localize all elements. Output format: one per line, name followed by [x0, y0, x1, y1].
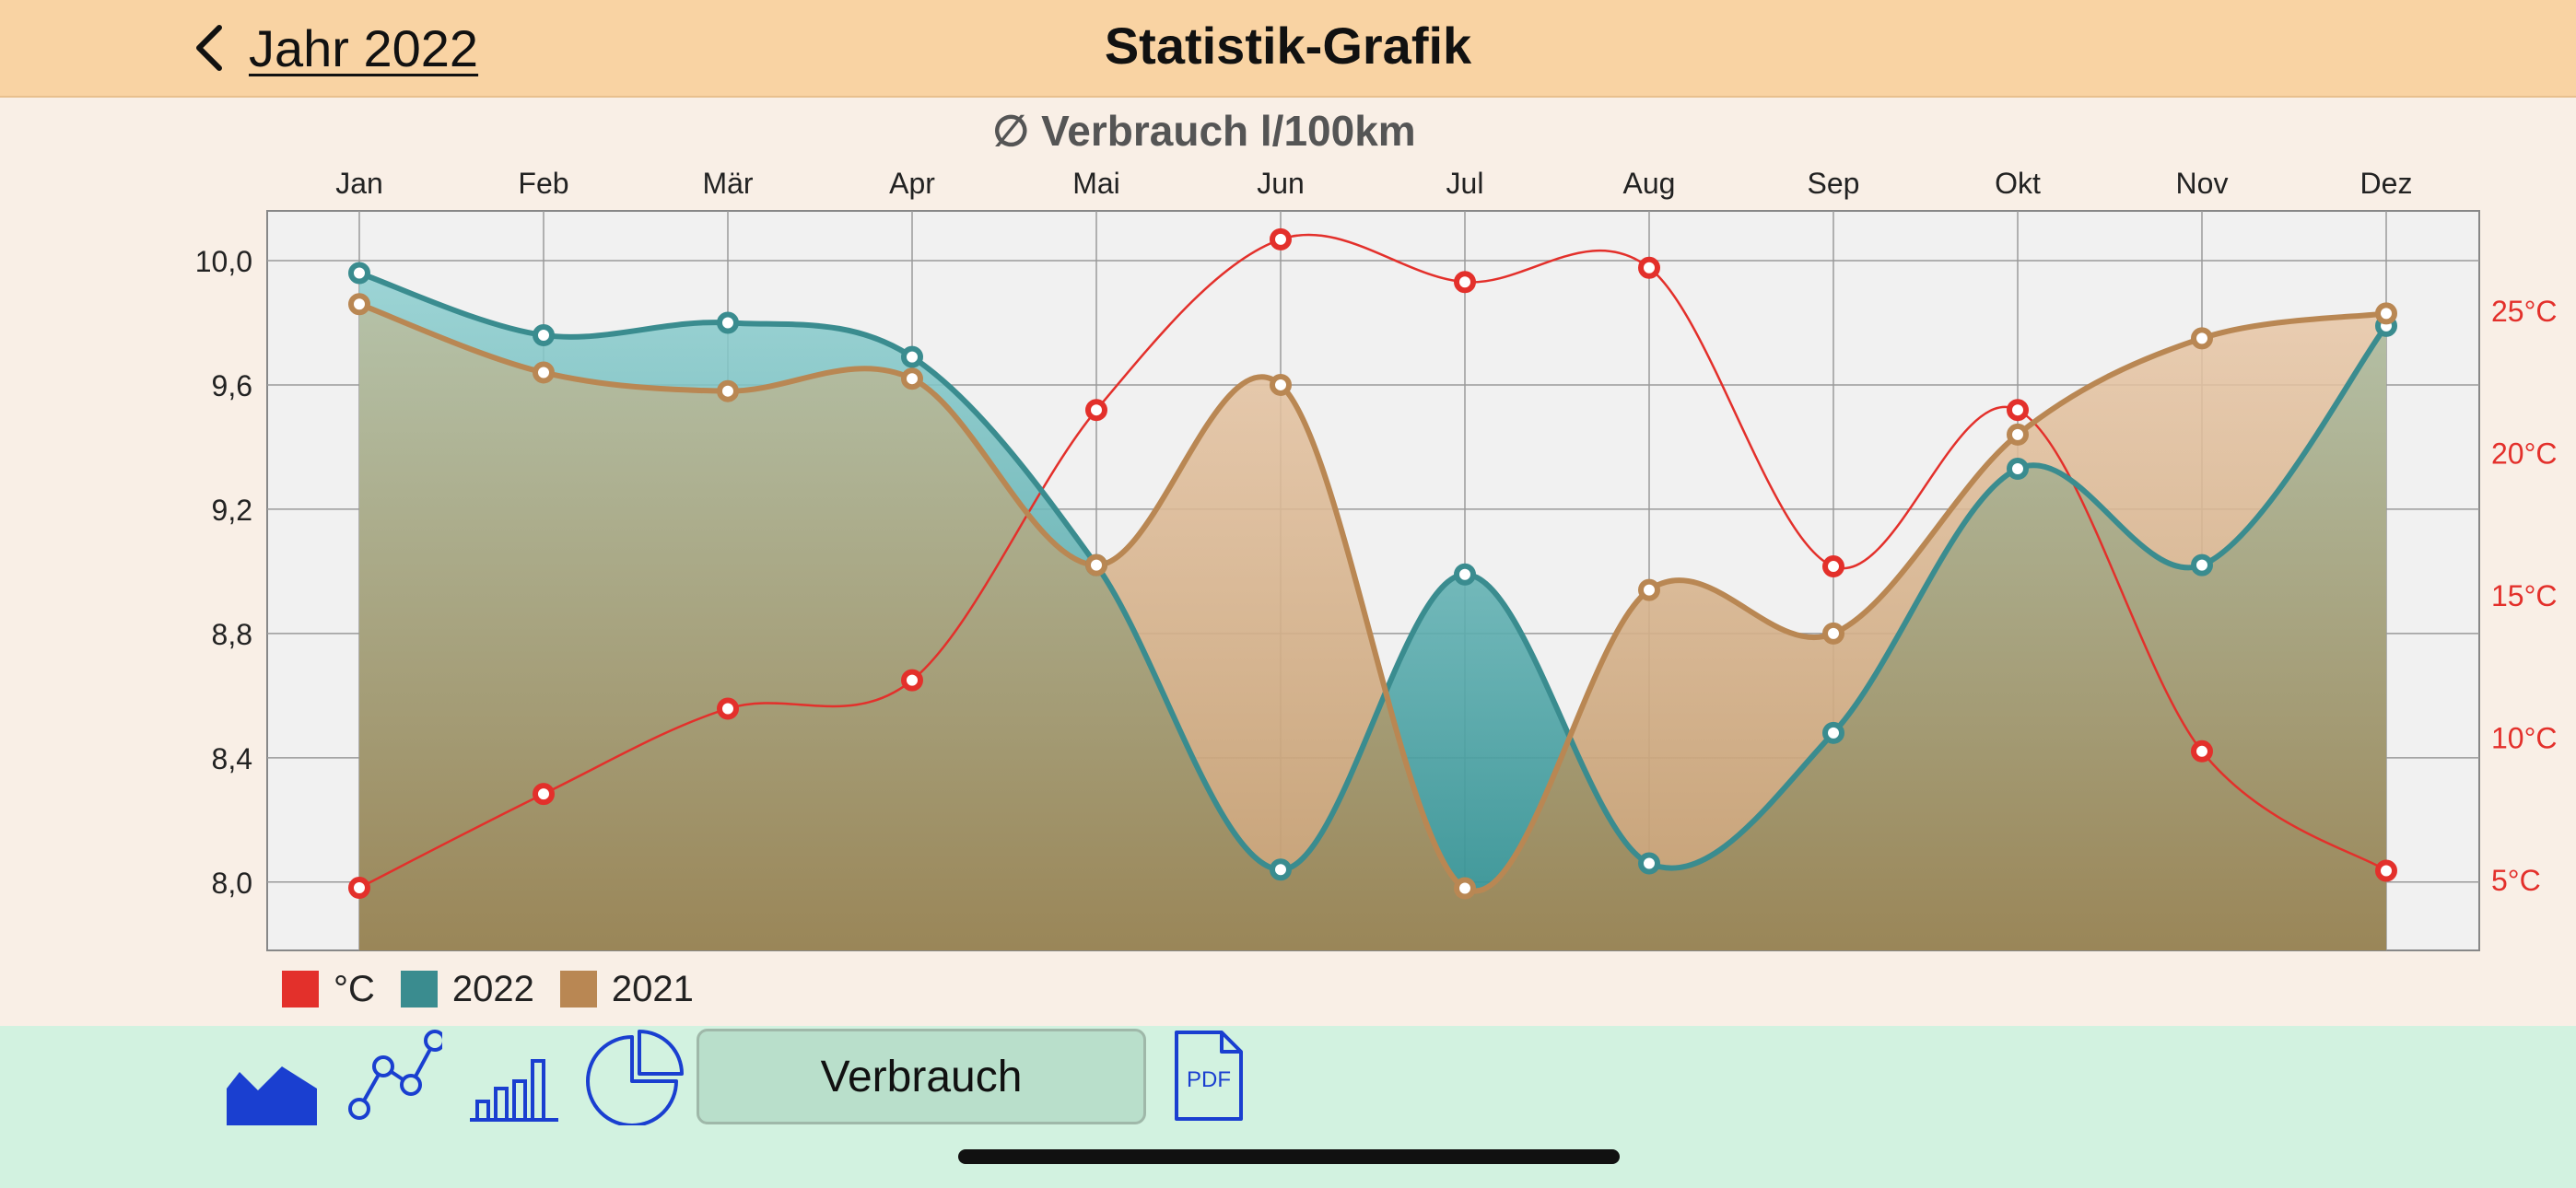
- chart-title: ∅ Verbrauch l/100km: [992, 107, 1415, 155]
- legend-item-2021: 2021: [559, 968, 694, 1010]
- x-tick-label: Jan: [335, 167, 383, 200]
- navigation-bar: Statistik-Grafik Jahr 2022: [0, 0, 2576, 98]
- y-tick-label: 9,2: [212, 494, 252, 527]
- legend-swatch-temperature: [282, 971, 319, 1007]
- data-point-2022: [1454, 563, 1476, 586]
- data-point-2022: [901, 345, 923, 368]
- legend-label-2022: 2022: [451, 968, 534, 1009]
- y2-tick-label: 15°C: [2491, 579, 2558, 612]
- data-point-2022: [348, 262, 370, 285]
- chart-legend: °C 2022 2021: [282, 965, 701, 1013]
- data-point-2021: [1270, 373, 1292, 396]
- series-line-temperature: [358, 233, 2387, 890]
- pdf-icon-label: PDF: [1187, 1067, 1231, 1092]
- pie-chart-icon[interactable]: [586, 1030, 684, 1125]
- y-tick-label: 8,0: [212, 867, 252, 900]
- x-tick-label: Apr: [889, 167, 935, 200]
- home-indicator: [958, 1149, 1620, 1164]
- data-point-temperature: [2375, 859, 2397, 882]
- data-point-temperature: [2007, 399, 2029, 422]
- x-tick-label: Mai: [1072, 167, 1120, 200]
- x-tick-label: Sep: [1808, 167, 1860, 200]
- data-point-2021: [901, 367, 923, 390]
- legend-swatch-2021: [559, 971, 597, 1007]
- y2-tick-label: 25°C: [2491, 295, 2558, 328]
- consumption-chart: ∅ Verbrauch l/100km Jan Feb Mär Apr Mai Jun Ju…: [195, 107, 2558, 951]
- data-point-temperature: [1454, 271, 1476, 294]
- data-point-temperature: [1822, 555, 1844, 578]
- data-point-2022: [533, 323, 555, 346]
- bar-chart-icon[interactable]: [468, 1054, 560, 1122]
- data-point-2021: [1822, 622, 1844, 645]
- x-tick-label: Okt: [1995, 167, 2041, 200]
- y2-tick-label: 20°C: [2491, 437, 2558, 471]
- data-point-2021: [2191, 327, 2213, 350]
- data-point-temperature: [1638, 256, 1660, 279]
- data-point-2021: [1638, 578, 1660, 601]
- x-tick-label: Dez: [2360, 167, 2413, 200]
- data-point-2021: [2007, 423, 2029, 446]
- data-point-2021: [348, 293, 370, 316]
- legend-label-temperature: °C: [334, 968, 375, 1009]
- y-tick-label: 10,0: [195, 245, 252, 278]
- data-point-2021: [1085, 553, 1107, 577]
- data-point-temperature: [901, 669, 923, 692]
- legend-item-temperature: °C: [282, 969, 375, 1010]
- x-tick-label: Mär: [702, 167, 753, 200]
- legend-item-2022: 2022: [400, 968, 534, 1010]
- data-point-temperature: [717, 697, 739, 720]
- data-point-2022: [717, 311, 739, 334]
- data-point-temperature: [2191, 740, 2213, 763]
- legend-label-2021: 2021: [611, 968, 694, 1009]
- pdf-icon[interactable]: PDF: [1174, 1030, 1244, 1122]
- data-point-2021: [1454, 877, 1476, 900]
- x-tick-label: Aug: [1623, 167, 1676, 200]
- data-point-temperature: [1085, 399, 1107, 422]
- series-line-2022: [358, 270, 2389, 873]
- y-tick-label: 8,4: [212, 742, 252, 775]
- back-button[interactable]: Jahr 2022: [193, 9, 478, 87]
- x-tick-label: Jun: [1257, 167, 1305, 200]
- data-point-2022: [1822, 721, 1844, 744]
- data-point-2022: [2191, 553, 2213, 577]
- area-overlap: [359, 304, 2386, 950]
- data-point-2021: [2375, 302, 2397, 325]
- verbrauch-button[interactable]: Verbrauch: [697, 1029, 1146, 1124]
- data-point-2022: [2007, 458, 2029, 481]
- back-button-label: Jahr 2022: [249, 18, 479, 77]
- y2-tick-label: 5°C: [2491, 864, 2541, 897]
- data-point-2022: [1270, 858, 1292, 881]
- data-point-2022: [1638, 852, 1660, 875]
- y-tick-label: 9,6: [212, 369, 252, 402]
- data-point-2021: [717, 379, 739, 402]
- legend-swatch-2022: [400, 971, 438, 1007]
- chevron-left-icon: [196, 25, 222, 71]
- data-point-temperature: [1270, 227, 1292, 250]
- y-tick-label: 8,8: [212, 618, 252, 651]
- y2-tick-label: 10°C: [2491, 721, 2558, 754]
- area-chart-icon[interactable]: [225, 1061, 321, 1127]
- data-point-2021: [533, 361, 555, 384]
- x-tick-label: Jul: [1446, 167, 1484, 200]
- x-tick-label: Nov: [2176, 167, 2229, 200]
- data-point-temperature: [348, 877, 370, 900]
- x-tick-label: Feb: [518, 167, 568, 200]
- data-point-temperature: [533, 783, 555, 806]
- line-chart-icon[interactable]: [345, 1028, 442, 1125]
